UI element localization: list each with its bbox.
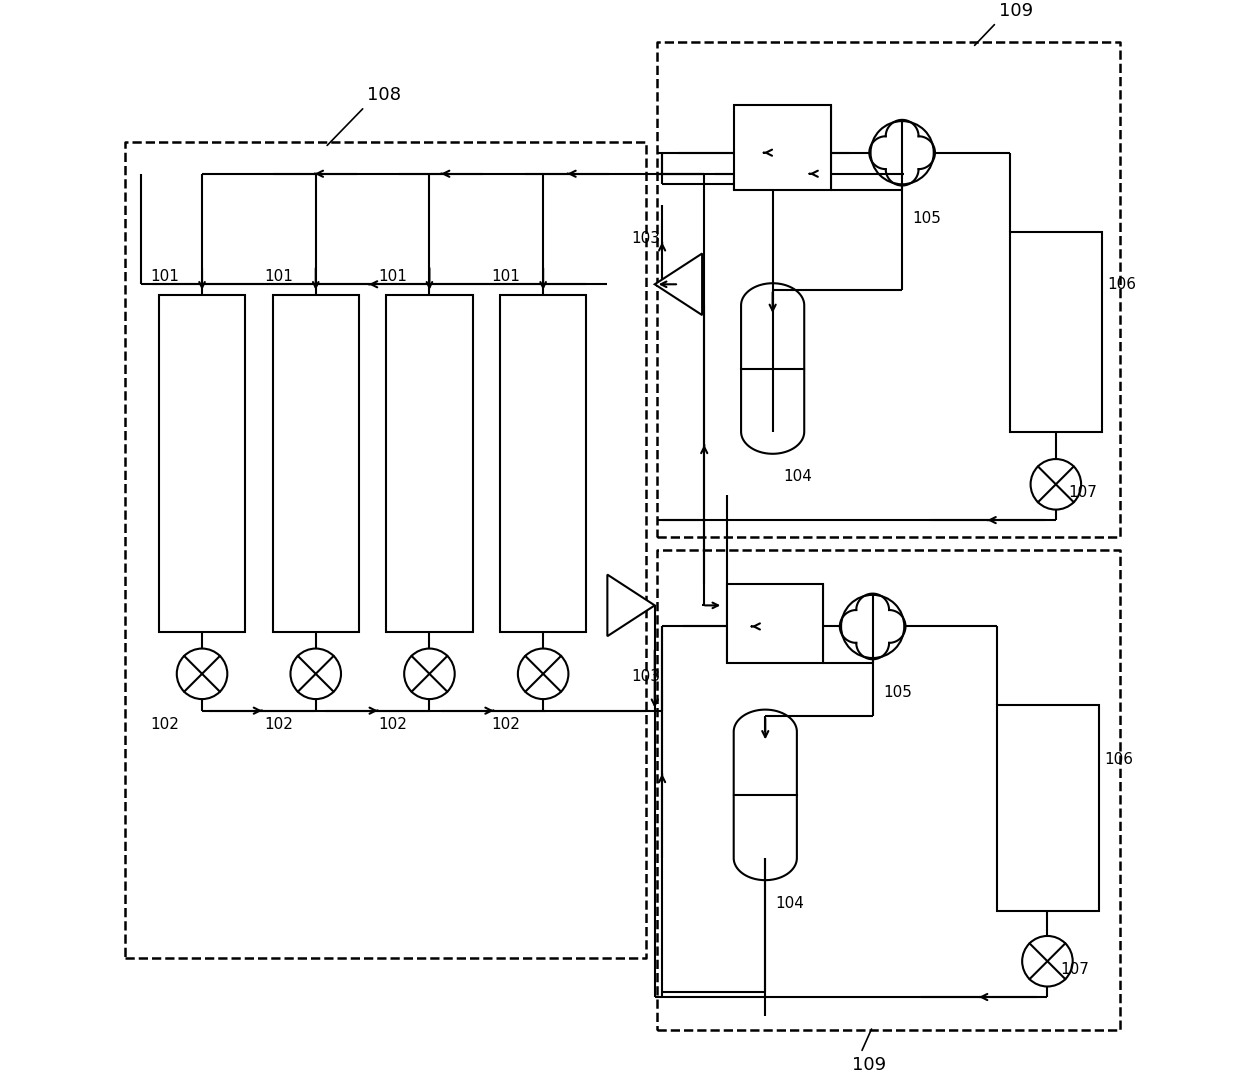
Text: 101: 101: [491, 269, 521, 284]
Text: 101: 101: [150, 269, 180, 284]
Text: 103: 103: [631, 668, 660, 684]
Bar: [500, 295, 587, 632]
Text: 104: 104: [776, 896, 805, 911]
Text: 104: 104: [784, 469, 812, 484]
Bar: [734, 105, 831, 190]
Text: 109: 109: [852, 1029, 885, 1073]
Text: 102: 102: [264, 717, 293, 732]
Text: 107: 107: [1069, 485, 1097, 500]
Text: 102: 102: [491, 717, 521, 732]
Text: 106: 106: [1107, 277, 1136, 292]
Text: 105: 105: [883, 686, 913, 701]
Bar: [1009, 232, 1102, 431]
Polygon shape: [655, 253, 702, 315]
Text: 105: 105: [913, 211, 941, 226]
Bar: [159, 295, 246, 632]
Text: 108: 108: [327, 86, 402, 146]
Text: 107: 107: [1060, 962, 1089, 978]
Bar: [997, 705, 1099, 911]
Text: 102: 102: [150, 717, 180, 732]
Bar: [728, 585, 823, 663]
Bar: [387, 295, 472, 632]
Bar: [273, 295, 358, 632]
Text: 101: 101: [264, 269, 293, 284]
Text: 109: 109: [975, 2, 1033, 45]
Text: 106: 106: [1105, 752, 1133, 767]
Text: 101: 101: [378, 269, 407, 284]
Text: 103: 103: [631, 231, 660, 246]
Text: 102: 102: [378, 717, 407, 732]
Polygon shape: [608, 575, 655, 636]
